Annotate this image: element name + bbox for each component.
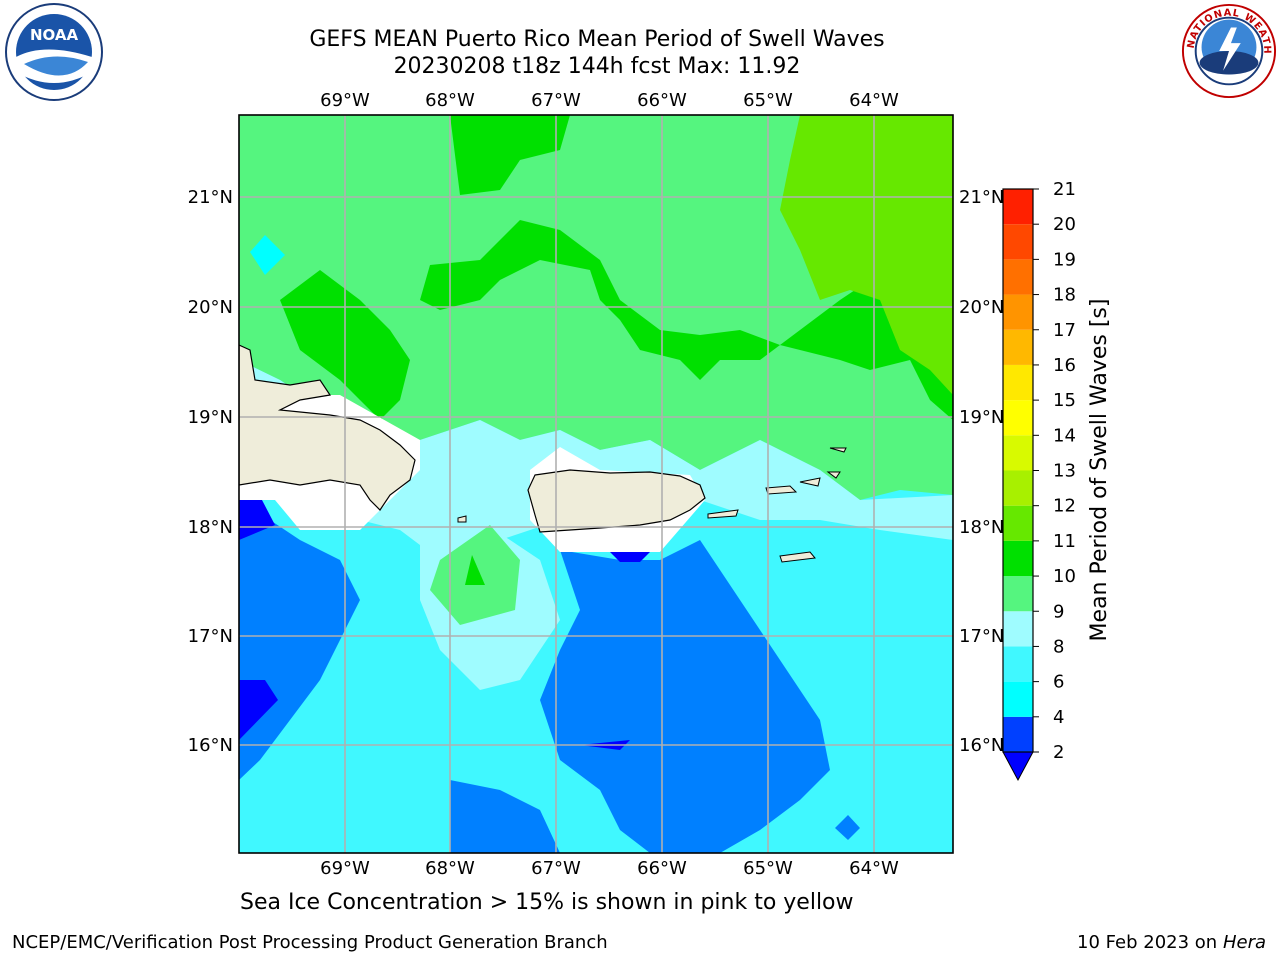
colorbar-segment [1003,259,1033,295]
colorbar-segment [1003,611,1033,647]
colorbar-tick-label: 6 [1053,672,1064,693]
contour-8-9 [239,360,953,560]
colorbar-segment [1003,189,1033,225]
sea-ice-note: Sea Ice Concentration > 15% is shown in … [240,890,854,915]
lon-tick-top: 66°W [637,90,687,111]
colorbar-segment [1003,681,1033,717]
contour-4-6-central [540,540,830,853]
colorbar-extend-arrow [1002,751,1034,782]
lat-tick-left: 17°N [188,626,233,647]
colorbar-tick-label: 10 [1053,566,1076,587]
lat-tick-left: 16°N [188,735,233,756]
colorbar-tick-label: 14 [1053,425,1076,446]
colorbar-tick-label: 21 [1053,179,1076,200]
colorbar-segment [1003,716,1033,752]
lat-tick-left: 21°N [188,187,233,208]
footer-date: 10 Feb 2023 on Hera [1077,932,1266,953]
contour-4-6-west [239,500,360,780]
colorbar-segment [1003,294,1033,330]
colorbar-segment [1003,364,1033,401]
footer-machine: Hera [1222,932,1266,953]
contour-fill [239,115,953,853]
lat-tick-right: 17°N [959,626,1004,647]
colorbar-segment [1003,576,1033,612]
lon-tick-bottom: 64°W [849,858,899,879]
lon-tick-bottom: 66°W [637,858,687,879]
lon-tick-bottom: 68°W [425,858,475,879]
colorbar-segment [1003,435,1033,471]
lon-tick-top: 65°W [743,90,793,111]
lon-tick-top: 69°W [320,90,370,111]
colorbar-tick-label: 15 [1053,390,1076,411]
lat-tick-right: 18°N [959,517,1004,538]
contour-2-4-w [239,680,278,740]
colorbar-tick-label: 8 [1053,636,1064,657]
land-vieques [707,509,739,519]
lat-tick-left: 19°N [188,407,233,428]
colorbar-tick-label: 20 [1053,214,1076,235]
gridlines [239,115,953,853]
colorbar-segment [1003,470,1033,506]
contour-2-4-nw [239,500,275,540]
lat-tick-right: 19°N [959,407,1004,428]
colorbar-tick-label: 4 [1053,707,1064,728]
colorbar-segment [1003,224,1033,260]
lon-tick-bottom: 69°W [320,858,370,879]
colorbar-tick-label: 19 [1053,249,1076,270]
colorbar-label: Mean Period of Swell Waves [s] [1087,299,1112,642]
lon-tick-bottom: 65°W [743,858,793,879]
colorbar-segment [1003,400,1033,436]
colorbar-segment [1003,646,1033,682]
lon-tick-bottom: 67°W [531,858,581,879]
land-virgin-islands [765,447,847,495]
land-puerto-rico [527,469,706,533]
contour-10-11-north [450,115,570,195]
contour-10-11-spot [465,555,485,585]
colorbar-tick-label: 13 [1053,461,1076,482]
colorbar-tick-label: 17 [1053,320,1076,341]
nws-logo: NATIONAL WEATHER SERVICE [1180,2,1277,99]
colorbar-tick-label: 12 [1053,496,1076,517]
map-frame [238,114,954,854]
contour-10-11 [420,115,953,420]
colorbar-tick-label: 2 [1053,742,1064,763]
contour-spot-se [835,815,860,840]
colorbar-tick-label: 16 [1053,355,1076,376]
colorbar-tick-label: 18 [1053,285,1076,306]
colorbar-segment [1003,329,1033,365]
footer-credit: NCEP/EMC/Verification Post Processing Pr… [12,932,608,953]
land-st-croix [779,551,816,563]
colorbar-tick-label: 9 [1053,601,1064,622]
contour-spot-nw [250,235,285,275]
footer-date-text: 10 Feb 2023 on [1077,932,1218,953]
land-hispaniola [239,344,416,511]
lat-tick-right: 16°N [959,735,1004,756]
axis-labels: 69°W 69°W 68°W 68°W 67°W 67°W 66°W 66°W 65°W 65°W… [188,90,1005,879]
colorbar-segment [1003,540,1033,577]
contour-2-4-pr [610,552,650,562]
lon-tick-top: 67°W [531,90,581,111]
colorbar-tick-label: 11 [1053,531,1076,552]
land-mona [457,515,467,523]
contour-4-6-south [450,780,560,853]
colorbar-segment [1003,505,1033,541]
noaa-logo-text: NOAA [30,26,79,44]
contour-11-12 [780,115,953,395]
chart-title: GEFS MEAN Puerto Rico Mean Period of Swe… [309,27,885,52]
colorbar: 2 4 6 8 9 10 11 12 13 14 15 16 17 18 19 20 21 Mean Period… [1002,179,1112,782]
chart-subtitle: 20230208 t18z 144h fcst Max: 11.92 [393,54,801,79]
lat-tick-left: 18°N [188,517,233,538]
lon-tick-top: 68°W [425,90,475,111]
noaa-logo: NOAA [5,3,103,101]
lat-tick-right: 21°N [959,187,1004,208]
lat-tick-right: 20°N [959,297,1004,318]
lat-tick-left: 20°N [188,297,233,318]
lon-tick-top: 64°W [849,90,899,111]
